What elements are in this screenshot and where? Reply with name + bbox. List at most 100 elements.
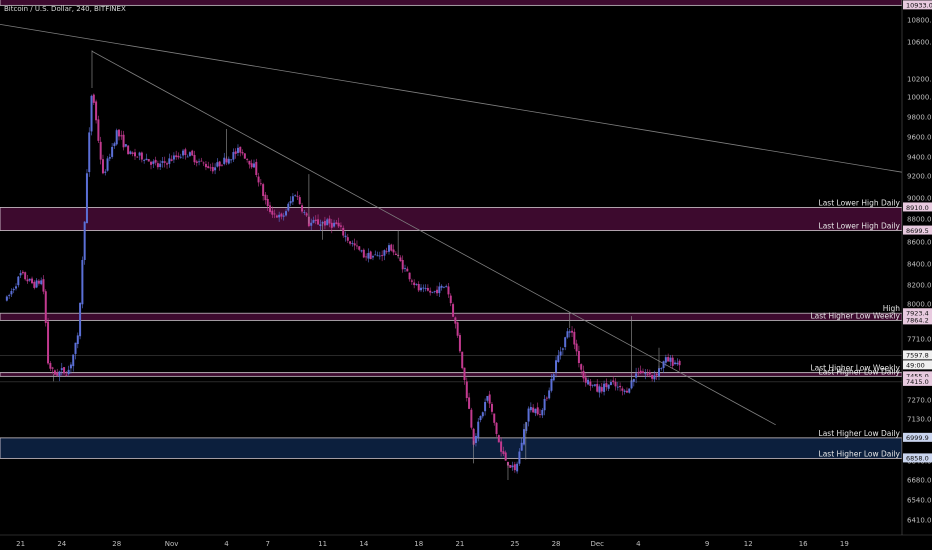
candle-body: [603, 383, 606, 392]
price-tick-label-7: 7710.0: [907, 336, 932, 344]
candle-body: [653, 375, 656, 380]
candle-body: [360, 250, 363, 252]
candle-body: [8, 295, 11, 296]
candle-135: [314, 215, 317, 225]
candle-260: [600, 383, 603, 394]
candle-151: [351, 240, 354, 247]
candle-120: [280, 212, 283, 220]
candle-body: [550, 378, 553, 391]
candle-257: [593, 383, 596, 387]
trendlines-layer: [0, 24, 903, 426]
candle-108: [252, 159, 255, 168]
candle-body: [525, 422, 528, 431]
candle-174: [404, 264, 407, 273]
candle-98: [230, 159, 233, 164]
candle-body: [589, 381, 592, 386]
candle-169: [392, 244, 395, 256]
candle-body: [349, 241, 352, 244]
candle-body: [662, 361, 665, 369]
candle-body: [424, 288, 427, 289]
candle-body: [269, 205, 272, 212]
candle-body: [273, 213, 276, 215]
candle-70: [166, 161, 169, 169]
candle-294: [678, 359, 681, 371]
candle-34: [83, 221, 86, 265]
candle-body: [431, 291, 434, 293]
candle-body: [577, 351, 580, 363]
time-tick-label-3: Nov: [165, 540, 179, 548]
candle-body: [632, 379, 635, 382]
candle-113: [264, 192, 267, 205]
candle-body: [557, 355, 560, 362]
candle-225: [520, 438, 523, 451]
candle-body: [19, 273, 22, 276]
time-tick-label-5: 7: [265, 540, 269, 548]
candle-body: [44, 291, 47, 323]
candle-body: [239, 146, 242, 153]
candle-body: [676, 362, 679, 365]
candle-body: [99, 141, 102, 160]
candle-195: [452, 302, 455, 317]
candle-247: [571, 326, 574, 337]
candle-body: [452, 304, 455, 317]
candle-body: [420, 287, 423, 291]
candle-130: [303, 209, 306, 216]
candle-body: [596, 383, 599, 392]
candle-194: [449, 293, 452, 307]
price-tick-label-9: 8200.0: [907, 282, 932, 290]
candle-236: [545, 396, 548, 402]
price-tick-label-5: 7270.0: [907, 397, 932, 405]
candle-86: [202, 161, 205, 166]
time-tick-label-16: 16: [799, 540, 808, 548]
candle-body: [607, 384, 610, 389]
candle-10: [28, 278, 31, 282]
price-axis[interactable]: 6410.06540.06680.06840.07130.07270.07430…: [901, 0, 932, 550]
candle-body: [342, 227, 345, 236]
candle-body: [85, 173, 88, 224]
candle-218: [504, 450, 507, 461]
candle-137: [319, 219, 322, 231]
candle-body: [134, 152, 137, 157]
time-tick-label-15: 12: [744, 540, 753, 548]
candle-body: [170, 159, 173, 161]
candle-body: [351, 243, 354, 244]
candle-body: [323, 221, 326, 226]
candle-3: [12, 287, 15, 294]
candle-body: [156, 163, 159, 168]
candle-body: [17, 276, 20, 286]
candle-223: [516, 461, 519, 474]
candle-186: [431, 291, 434, 294]
candle-body: [337, 222, 340, 227]
candle-124: [289, 196, 292, 207]
candle-body: [516, 463, 519, 472]
candle-90: [211, 162, 214, 174]
candle-68: [161, 157, 164, 168]
candle-body: [362, 249, 365, 258]
candles-layer: [5, 50, 681, 480]
candle-body: [266, 199, 269, 207]
candle-232: [536, 402, 539, 416]
candle-body: [143, 160, 146, 161]
candle-body: [619, 385, 622, 388]
candle-202: [468, 392, 471, 410]
candle-body: [191, 150, 194, 156]
candle-44: [106, 156, 109, 172]
candle-body: [90, 95, 93, 132]
candle-body: [474, 435, 477, 443]
zone-0: [0, 0, 903, 6]
candle-body: [172, 155, 175, 160]
candle-body: [566, 331, 569, 338]
candle-122: [285, 208, 288, 217]
candle-body: [319, 224, 322, 227]
candle-body: [246, 159, 249, 160]
candle-168: [390, 243, 393, 252]
price-tag-1: 8910.0: [903, 202, 932, 212]
candle-body: [60, 368, 63, 371]
time-axis[interactable]: 21 24 28 Nov 4 7 11 14 18 21 25 28 Dec 4 9 12 16 19: [0, 534, 932, 550]
candle-body: [609, 382, 612, 386]
candle-body: [275, 215, 278, 218]
candle-body: [509, 464, 512, 468]
candle-body: [669, 357, 672, 362]
candle-275: [635, 367, 638, 383]
